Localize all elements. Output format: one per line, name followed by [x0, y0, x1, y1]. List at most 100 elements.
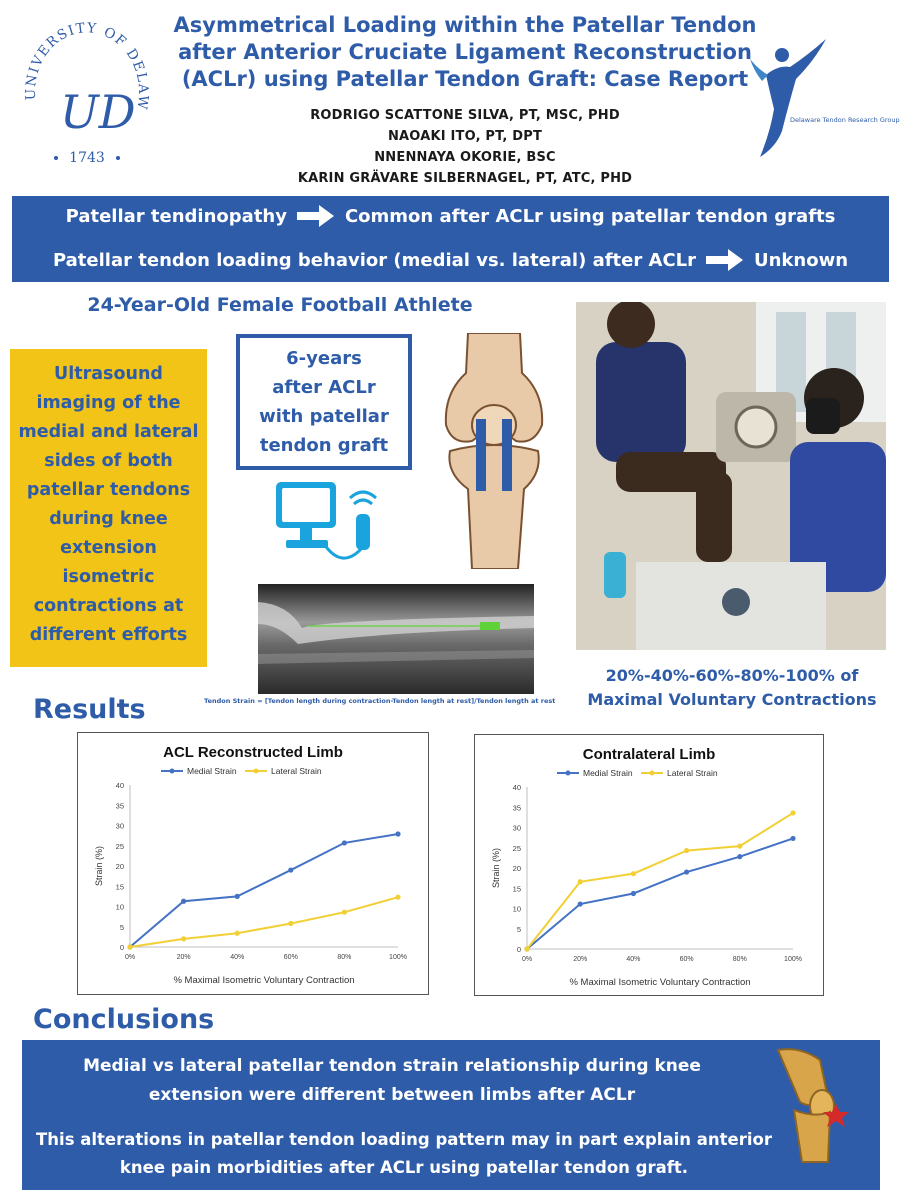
- data-point: [684, 869, 690, 875]
- x-tick-label: 40%: [230, 954, 244, 961]
- data-point: [234, 893, 240, 899]
- y-tick-label: 0: [517, 945, 521, 954]
- y-tick-label: 35: [513, 803, 521, 812]
- data-point: [630, 871, 636, 877]
- acl-limb-chart-svg: ACL Reconstructed Limb Medial Strain Later…: [94, 744, 407, 986]
- intro-statement-2: Patellar tendon loading behavior (medial…: [12, 248, 889, 272]
- x-tick-label: 80%: [733, 956, 747, 963]
- effort-line: Maximal Voluntary Contractions: [587, 690, 877, 709]
- y-tick-label: 10: [513, 905, 521, 914]
- strain-formula: Tendon Strain = [Tendon length during co…: [204, 697, 556, 705]
- x-tick-label: 0%: [522, 956, 532, 963]
- y-tick-label: 30: [513, 824, 521, 833]
- data-point: [181, 936, 187, 942]
- ultrasound-image: [258, 584, 534, 694]
- y-tick-label: 20: [513, 864, 521, 873]
- y-tick-label: 40: [116, 781, 124, 790]
- y-tick-label: 5: [517, 925, 521, 934]
- title-line: after Anterior Cruciate Ligament Reconst…: [178, 40, 752, 64]
- title-line: (ACLr) using Patellar Tendon Graft: Case…: [181, 67, 749, 91]
- x-tick-label: 20%: [177, 954, 191, 961]
- intro-line1-left: Patellar tendinopathy: [65, 205, 287, 227]
- results-heading: Results: [33, 694, 146, 725]
- seal-year: 1743: [69, 150, 105, 166]
- data-point: [790, 835, 796, 842]
- y-tick-label: 10: [116, 903, 124, 912]
- author-list: RODRIGO SCATTONE SILVA, PT, MSC, PHD NAO…: [230, 105, 700, 189]
- intro-banner: Patellar tendinopathy Common after ACLr …: [12, 196, 889, 282]
- x-tick-label: 80%: [337, 954, 351, 961]
- y-tick-label: 40: [513, 783, 521, 792]
- legend-item: Medial Strain: [557, 768, 633, 778]
- data-point: [630, 890, 636, 897]
- data-point: [395, 831, 401, 837]
- data-point: [127, 944, 133, 950]
- poster-title: Asymmetrical Loading within the Patellar…: [160, 12, 770, 93]
- contralateral-limb-chart-svg: Contralateral Limb Medial Strain Lateral S…: [491, 746, 802, 988]
- data-point: [737, 854, 743, 860]
- y-tick-label: 30: [116, 822, 124, 831]
- case-title: 24-Year-Old Female Football Athlete: [87, 294, 473, 316]
- effort-levels: 20%-40%-60%-80%-100% of Maximal Voluntar…: [572, 664, 892, 712]
- x-tick-label: 100%: [389, 954, 407, 961]
- y-tick-label: 15: [116, 882, 124, 891]
- conclusion-statement-2: This alterations in patellar tendon load…: [36, 1130, 772, 1177]
- right-arrow-icon: [706, 248, 744, 272]
- data-point: [577, 879, 583, 885]
- data-point: [341, 909, 347, 915]
- y-tick-label: 15: [513, 884, 521, 893]
- y-tick-label: 25: [116, 842, 124, 851]
- graft-line: 6-years: [286, 348, 362, 369]
- conclusions-heading: Conclusions: [33, 1004, 215, 1035]
- y-axis-label: Strain (%): [94, 846, 104, 886]
- data-point: [234, 930, 240, 936]
- legend-label: Lateral Strain: [271, 766, 322, 776]
- data-point: [577, 901, 583, 907]
- research-group-label: Delaware Tendon Research Group: [790, 116, 900, 124]
- x-tick-label: 60%: [284, 954, 298, 961]
- x-axis-label: % Maximal Isometric Voluntary Contractio…: [173, 975, 354, 986]
- author: RODRIGO SCATTONE SILVA, PT, MSC, PHD: [310, 108, 620, 123]
- intro-line1-right: Common after ACLr using patellar tendon …: [344, 205, 836, 227]
- x-tick-label: 100%: [784, 956, 802, 963]
- series-line: [129, 833, 399, 948]
- conclusions-box: Medial vs lateral patellar tendon strain…: [22, 1040, 880, 1190]
- legend-label: Medial Strain: [583, 768, 633, 778]
- right-arrow-icon: [296, 204, 335, 228]
- legend-marker: [649, 770, 655, 776]
- legend-marker: [565, 770, 571, 776]
- x-tick-label: 0%: [125, 954, 135, 961]
- y-tick-label: 0: [120, 943, 124, 952]
- data-point: [288, 867, 294, 873]
- testing-session-photo: [576, 302, 886, 650]
- knee-with-graft-icon: [438, 332, 550, 570]
- seal-monogram: UD: [60, 85, 136, 139]
- y-tick-label: 5: [120, 923, 124, 932]
- method-description: Ultrasound imaging of the medial and lat…: [10, 349, 207, 667]
- ultrasound-machine-icon: [272, 478, 387, 574]
- author: KARIN GRÄVARE SILBERNAGEL, PT, ATC, PHD: [297, 171, 633, 186]
- effort-line: 20%-40%-60%-80%-100% of: [605, 666, 859, 685]
- legend-marker: [253, 768, 259, 774]
- data-point: [288, 920, 294, 927]
- chart-title: Contralateral Limb: [583, 746, 716, 763]
- acl-limb-chart: ACL Reconstructed Limb Medial Strain Later…: [77, 732, 429, 995]
- knee-joint-pain-icon: [770, 1046, 862, 1164]
- x-tick-label: 20%: [573, 956, 587, 963]
- graft-info-box: 6-years after ACLr with patellar tendon …: [236, 334, 412, 470]
- graft-line: with patellar: [259, 406, 389, 427]
- x-tick-label: 60%: [680, 956, 694, 963]
- data-point: [790, 810, 796, 816]
- data-point: [181, 898, 187, 904]
- y-tick-label: 25: [513, 844, 521, 853]
- legend-item: Lateral Strain: [641, 768, 718, 778]
- data-point: [395, 894, 401, 900]
- graft-line: tendon graft: [259, 435, 389, 456]
- intro-line2-left: Patellar tendon loading behavior (medial…: [52, 249, 696, 271]
- data-point: [737, 843, 743, 849]
- title-line: Asymmetrical Loading within the Patellar…: [173, 13, 757, 37]
- data-point: [684, 847, 690, 854]
- data-point: [524, 946, 530, 952]
- tendon-research-runner-icon: [748, 35, 893, 160]
- legend-item: Lateral Strain: [245, 766, 322, 776]
